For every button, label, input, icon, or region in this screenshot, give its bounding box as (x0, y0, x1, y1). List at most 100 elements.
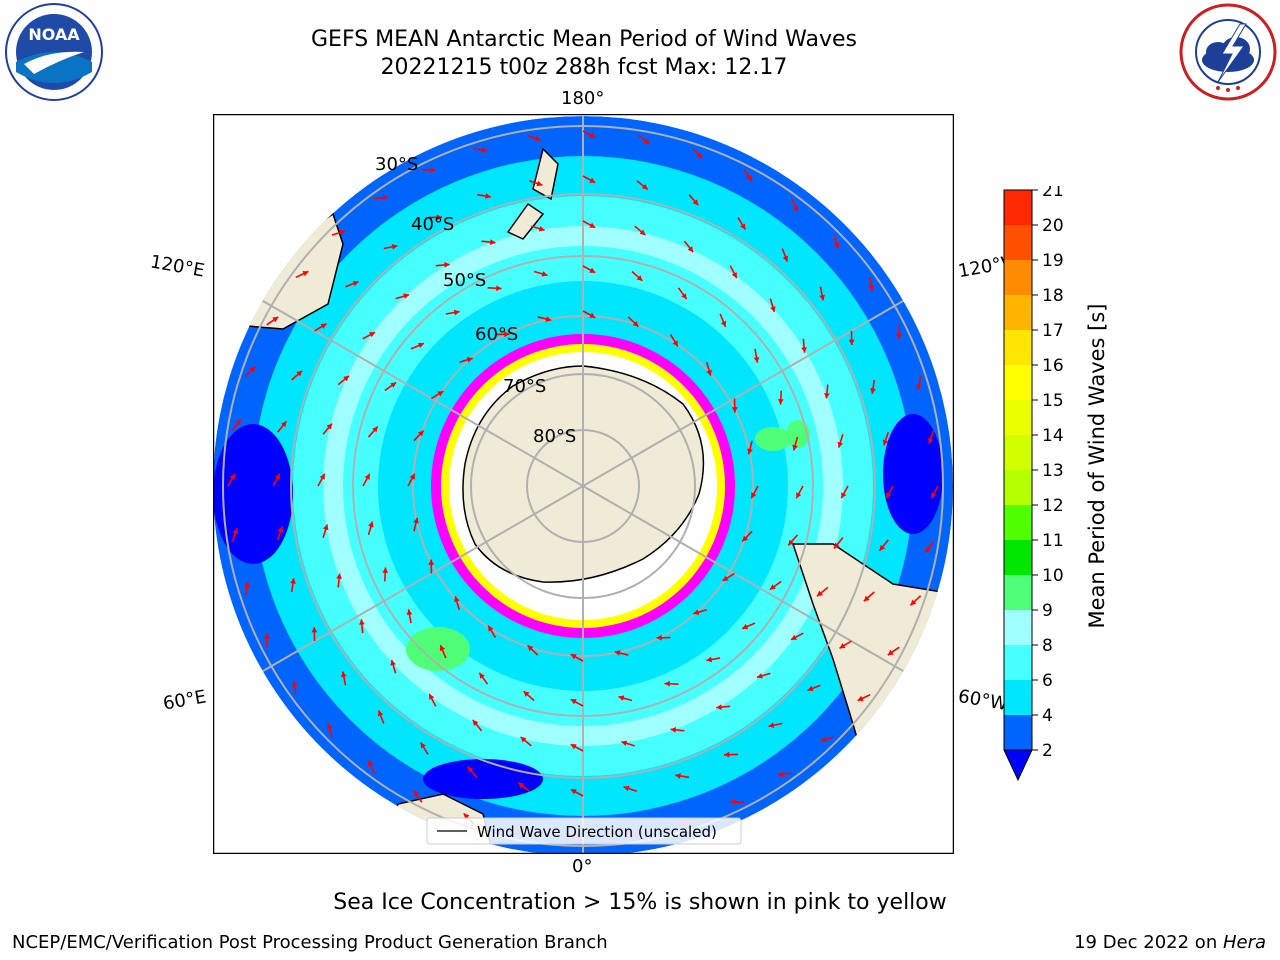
wave-arrow-head (296, 370, 303, 377)
wave-arrow-head (770, 306, 776, 313)
graticule (213, 116, 953, 854)
wave-arrow-head (570, 744, 577, 750)
noaa-logo: NOAA (4, 2, 104, 102)
wave-arrow-head (413, 790, 420, 797)
wave-arrow-head (249, 366, 256, 373)
wave-arrow-head (352, 280, 359, 287)
wave-arrow-head (746, 175, 753, 182)
wave-arrow-head (731, 272, 737, 279)
wave-arrow-head (339, 229, 346, 236)
wave-arrow-head (675, 773, 681, 779)
wave-arrow-head (311, 627, 318, 633)
wave-arrow-head (807, 685, 814, 692)
colorbar-band (1004, 715, 1032, 750)
lon-label-180: 180° (561, 88, 605, 109)
wave-arrow-head (382, 567, 389, 573)
map-border (213, 114, 954, 854)
wave-arrow-head (453, 309, 460, 316)
wave-arrow-head (643, 138, 650, 144)
wave-arrow-head (520, 736, 527, 743)
colorbar-band (1004, 470, 1032, 505)
wave-arrow-head (291, 680, 298, 687)
wave-arrow-head (496, 285, 502, 292)
wave-arrow-head (272, 316, 279, 323)
wave-arrow-head (326, 423, 333, 430)
wave-arrow-head (340, 671, 347, 678)
wave-arrow-head (886, 492, 892, 499)
colorbar-band (1004, 190, 1032, 225)
wind-wave-arrows (227, 130, 939, 842)
lon-label-120e: 120°E (148, 251, 207, 282)
wave-arrow-head (716, 704, 722, 710)
wave-arrow-head (436, 214, 442, 221)
wave-arrow-head (768, 722, 775, 729)
wave-arrow-head (472, 719, 479, 726)
wave-arrow-head (879, 544, 886, 551)
wave-arrow-head (916, 384, 922, 391)
colorbar-band (1004, 330, 1032, 365)
wave-arrow-head (481, 147, 488, 153)
wave-arrow-head (235, 419, 241, 426)
wave-arrow-head (589, 222, 596, 228)
wave-arrow-head (819, 294, 826, 301)
wave-arrow-head (541, 271, 548, 277)
noaa-emblem-icon: NOAA (5, 3, 103, 101)
wave-arrow-head (656, 634, 662, 641)
wave-arrow-head (731, 407, 738, 413)
colorbar: 2 4 6 8 9 10 11 12 13 14 15 16 17 18 19 20 21 Mean Perio… (1003, 186, 1109, 782)
wave-arrow-head (724, 751, 730, 758)
colorbar-tick-label: 10 (1042, 566, 1064, 586)
wave-arrow-head (570, 789, 577, 795)
colorbar-band (1004, 680, 1032, 715)
colorbar-band (1004, 540, 1032, 575)
wave-arrow-head (570, 699, 577, 705)
wave-arrow-head (636, 275, 643, 281)
wave-arrow-head (839, 643, 846, 649)
wave-arrow-head (322, 524, 329, 531)
wave-arrow-head (841, 492, 847, 499)
colorbar-tick-label: 6 (1042, 671, 1053, 691)
wave-arrow-head (753, 356, 760, 363)
colorbar-band (1004, 435, 1032, 470)
new-zealand-landmass (506, 147, 559, 240)
wave-arrow-head (527, 645, 534, 652)
wave-arrow-head (693, 609, 700, 615)
wave-arrow-head (518, 782, 525, 789)
wave-arrow-head (687, 246, 694, 253)
wave-arrow-head (232, 528, 239, 535)
wave-arrow-head (589, 267, 596, 273)
wave-arrow-head (833, 242, 840, 249)
colorbar-band (1004, 225, 1032, 260)
polar-map: 30°S 40°S 50°S 60°S 70°S 80°S Wind Wave … (213, 114, 954, 854)
map-subtitle: 20221215 t00z 288h fcst Max: 12.17 (380, 55, 788, 80)
wave-arrow-head (706, 369, 712, 376)
wave-arrow-head (429, 693, 435, 700)
wave-arrow-head (742, 623, 749, 630)
wave-arrow-head (406, 609, 413, 616)
wave-arrow-head (887, 649, 894, 656)
wave-arrow-head (523, 691, 530, 697)
wave-arrow-head (632, 320, 639, 327)
wave-arrow-head (589, 132, 596, 138)
wave-arrow-head (319, 473, 325, 480)
wave-arrow-head (910, 599, 917, 606)
wave-arrow-head (545, 316, 552, 322)
nws-emblem-icon (1179, 3, 1277, 101)
wave-arrow-head (740, 223, 746, 230)
wave-arrow-head (390, 382, 397, 388)
wave-arrow-head (428, 559, 435, 565)
lon-label-0: 0° (572, 856, 593, 877)
colorbar-band (1004, 645, 1032, 680)
wave-arrow-head (372, 426, 378, 433)
footer-branch: NCEP/EMC/Verification Post Processing Pr… (12, 932, 608, 953)
wave-arrow-head (931, 492, 937, 499)
colorbar-tick-label: 19 (1042, 251, 1064, 271)
wave-arrow-head (790, 634, 797, 640)
lat-label-60s: 60°S (475, 324, 518, 345)
footer-machine: Hera (1222, 932, 1266, 953)
wave-arrow-head (706, 656, 713, 663)
wave-arrow-head (488, 625, 494, 632)
wave-arrow-head (618, 695, 625, 701)
wave-arrow-head (377, 710, 384, 717)
wave-arrow-head (454, 596, 460, 603)
